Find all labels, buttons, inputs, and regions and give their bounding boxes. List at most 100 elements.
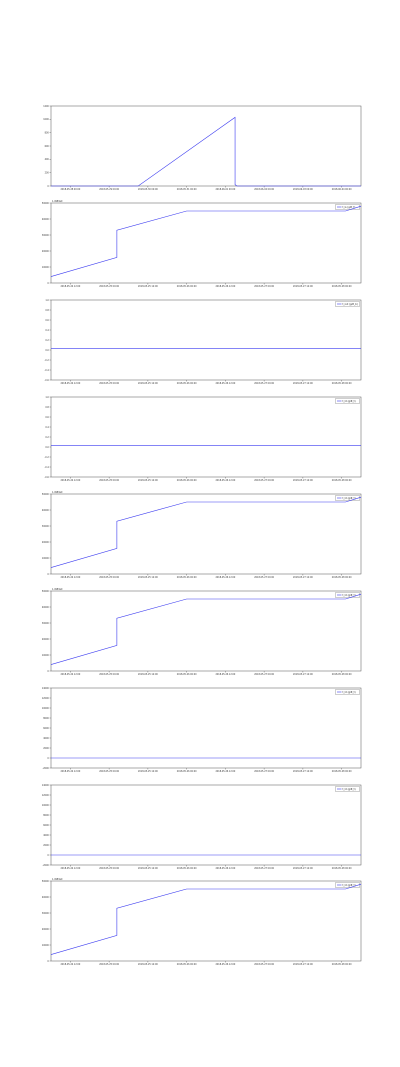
x-tick-label: 2018-05-25 00:00	[99, 963, 119, 966]
y-tick-label: 0	[47, 185, 49, 188]
x-tick-label: 2018-05-25 00:00	[99, 382, 119, 385]
y-tick-label: 12000	[42, 794, 50, 797]
y-tick-label: -2000	[42, 864, 49, 867]
legend-label: t_ld (gdt_t)	[342, 400, 355, 403]
chart-5: 0 10000 20000 30000 40000 50000 2018-05-24 12:…	[42, 491, 362, 579]
y-tick-label: 10000	[42, 804, 50, 807]
x-tick-label: 2018-05-28 00:00	[332, 382, 352, 385]
x-tick-label: 2018-05-26 00:00	[177, 576, 197, 579]
y-tick-label: 400	[45, 158, 50, 161]
x-tick-label: 2018-05-24 12:00	[61, 479, 81, 482]
y-tick-label: 0	[47, 960, 49, 963]
y-tick-label: 0	[47, 854, 49, 857]
axes-frame	[50, 299, 362, 381]
y-tick-label: 1.0	[45, 299, 49, 302]
x-tick-label: 2018-05-24 12:00	[61, 963, 81, 966]
x-tick-label: 2018-05-27 12:00	[293, 673, 313, 676]
x-tick-label: 2018-05-26 12:00	[216, 673, 236, 676]
chart-4: -0.6 -0.4 -0.2 0.0 0.2 0.4 0.6 0.8 1.0 2018-05-24…	[45, 396, 362, 482]
y-tick-label: 10000	[42, 557, 50, 560]
x-tick-label: 2018-05-27 12:00	[293, 770, 313, 773]
y-tick-label: 20000	[42, 638, 50, 641]
y-tick-label: -0.2	[45, 456, 50, 459]
x-tick-label: 2018-05-30 00:00	[138, 188, 158, 191]
x-tick-label: 2018-05-27 12:00	[293, 576, 313, 579]
y-tick-label: 8000	[43, 717, 49, 720]
x-tick-label: 2018-05-24 12:00	[61, 285, 81, 288]
y-tick-label: 6000	[43, 824, 49, 827]
x-tick-label: 2018-06-01 00:00	[216, 188, 236, 191]
x-tick-label: 2018-05-27 12:00	[293, 963, 313, 966]
x-tick-label: 2018-05-25 12:00	[138, 382, 158, 385]
y-tick-label: 20000	[42, 541, 50, 544]
x-tick-label: 2018-05-26 12:00	[216, 770, 236, 773]
y-offset-label: 1.4983e9	[52, 491, 63, 494]
y-tick-label: 0.4	[45, 426, 49, 429]
x-tick-label: 2018-05-28 00:00	[332, 576, 352, 579]
y-tick-label: 8000	[43, 814, 49, 817]
x-tick-label: 2018-05-25 12:00	[138, 576, 158, 579]
x-tick-label: 2018-05-25 12:00	[138, 285, 158, 288]
x-tick-label: 2018-05-26 12:00	[216, 576, 236, 579]
y-tick-label: 0.2	[45, 339, 49, 342]
y-tick-label: 50000	[42, 493, 50, 496]
x-tick-label: 2018-05-27 12:00	[293, 867, 313, 870]
x-tick-label: 2018-05-25 00:00	[99, 770, 119, 773]
legend-label: t_ls (gdt_t)	[342, 206, 355, 209]
y-tick-label: 600	[45, 145, 50, 148]
y-tick-label: 20000	[42, 250, 50, 253]
x-tick-label: 2018-05-26 00:00	[177, 963, 197, 966]
y-tick-label: 30000	[42, 525, 50, 528]
x-tick-label: 2018-06-02 00:00	[254, 188, 274, 191]
x-tick-label: 2018-05-27 00:00	[254, 479, 274, 482]
x-tick-label: 2018-05-27 12:00	[293, 479, 313, 482]
y-offset-label: 1.4983e9	[52, 200, 63, 203]
x-tick-label: 2018-05-28 00:00	[61, 188, 81, 191]
y-tick-label: -2000	[42, 767, 49, 770]
x-tick-label: 2018-05-25 00:00	[99, 576, 119, 579]
legend-label: t_ld (gdt_t)	[342, 497, 355, 500]
y-tick-label: 10000	[42, 266, 50, 269]
y-tick-label: 14000	[42, 784, 50, 787]
x-tick-label: 2018-05-26 12:00	[216, 479, 236, 482]
x-tick-label: 2018-05-26 12:00	[216, 963, 236, 966]
y-tick-label: 2000	[43, 844, 49, 847]
y-tick-label: 0.8	[45, 406, 49, 409]
y-tick-label: 200	[45, 171, 50, 174]
chart-6: 0 10000 20000 30000 40000 50000 2018-05-24 12:…	[42, 588, 362, 676]
x-tick-label: 2018-05-24 12:00	[61, 576, 81, 579]
x-tick-label: 2018-05-26 00:00	[177, 479, 197, 482]
axes-frame	[50, 493, 362, 575]
y-tick-label: 2000	[43, 747, 49, 750]
legend-box	[335, 204, 360, 210]
y-tick-label: 0	[47, 757, 49, 760]
y-tick-label: 30000	[42, 622, 50, 625]
y-tick-label: 6000	[43, 727, 49, 730]
y-tick-label: -0.6	[45, 379, 50, 382]
y-tick-label: 50000	[42, 590, 50, 593]
x-tick-label: 2018-05-24 12:00	[61, 867, 81, 870]
chart-9: 0 10000 20000 30000 40000 50000 2018-05-24 12:…	[42, 878, 362, 966]
x-tick-label: 2018-05-26 00:00	[177, 285, 197, 288]
legend-box	[335, 689, 360, 695]
x-tick-label: 2018-05-28 00:00	[332, 770, 352, 773]
series-line	[50, 205, 362, 277]
y-tick-label: 40000	[42, 509, 50, 512]
x-tick-label: 2018-05-25 00:00	[99, 867, 119, 870]
x-tick-label: 2018-05-27 12:00	[293, 382, 313, 385]
axes-frame	[50, 105, 362, 187]
axes-frame	[50, 784, 362, 866]
x-tick-label: 2018-05-27 00:00	[254, 673, 274, 676]
x-tick-label: 2018-05-26 00:00	[177, 673, 197, 676]
x-tick-label: 2018-05-28 00:00	[332, 673, 352, 676]
y-tick-label: 12000	[42, 697, 50, 700]
legend-box	[335, 592, 360, 598]
x-tick-label: 2018-05-27 00:00	[254, 963, 274, 966]
y-tick-label: -0.6	[45, 476, 50, 479]
chart-3: -0.6 -0.4 -0.2 0.0 0.2 0.4 0.6 0.8 1.0 2018-05-24…	[45, 299, 362, 385]
legend-label: t_ld (gdt_t)	[342, 691, 355, 694]
legend-box	[335, 495, 360, 501]
y-tick-label: 40000	[42, 218, 50, 221]
x-tick-label: 2018-05-25 00:00	[99, 285, 119, 288]
